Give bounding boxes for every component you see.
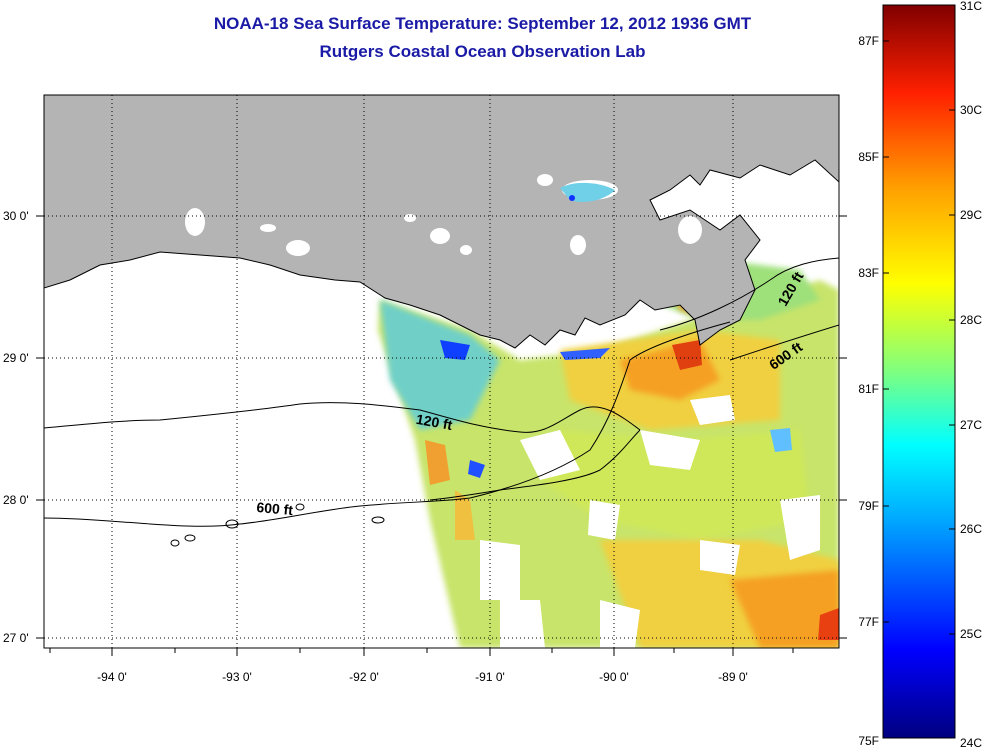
colorbar-label-f: 75F <box>858 734 879 748</box>
colorbar-label-c: 25C <box>960 627 982 641</box>
colorbar-label-f: 85F <box>858 150 879 164</box>
lon-label: -94 0' <box>97 670 127 684</box>
contour-label: 120 ft <box>415 411 454 433</box>
land-mass <box>44 95 839 349</box>
lat-axis-labels: 30 0' 29 0' 28 0' 27 0' <box>3 209 29 645</box>
lon-label: -90 0' <box>599 670 629 684</box>
graticule <box>44 95 839 648</box>
lon-label: -89 0' <box>718 670 748 684</box>
lat-label: 27 0' <box>3 631 29 645</box>
contour-120ft-west <box>44 402 641 433</box>
colorbar-label-c: 24C <box>960 736 982 750</box>
lat-label: 28 0' <box>3 493 29 507</box>
colorbar-label-f: 77F <box>858 615 879 629</box>
colorbar-label-c: 26C <box>960 522 982 536</box>
lat-label: 30 0' <box>3 209 29 223</box>
axis-ticks <box>36 215 847 656</box>
contour-600ft-west <box>44 321 731 527</box>
lon-label: -92 0' <box>349 670 379 684</box>
contour-120ft-shelf <box>659 257 839 331</box>
lon-axis-labels: -94 0' -93 0' -92 0' -91 0' -90 0' -89 0… <box>97 670 748 684</box>
contour-label: 600 ft <box>256 499 294 518</box>
colorbar-label-c: 30C <box>960 103 982 117</box>
colorbar-celsius-labels: 31C 30C 29C 28C 27C 26C 25C 24C <box>960 0 982 750</box>
colorbar-label-f: 81F <box>858 382 879 396</box>
contour-120ft-east <box>429 429 641 501</box>
colorbar-label-f: 83F <box>858 266 879 280</box>
lon-label: -91 0' <box>475 670 505 684</box>
map-title: NOAA-18 Sea Surface Temperature: Septemb… <box>213 14 752 33</box>
lon-label: -93 0' <box>222 670 252 684</box>
colorbar-fahrenheit-labels: 87F 85F 83F 81F 79F 77F 75F <box>858 34 879 748</box>
colorbar <box>882 4 956 739</box>
contour-islands <box>170 503 385 547</box>
colorbar-label-c: 29C <box>960 208 982 222</box>
contour-600ft-east <box>729 324 839 361</box>
colorbar-label-f: 79F <box>858 499 879 513</box>
lat-label: 29 0' <box>3 351 29 365</box>
colorbar-label-c: 28C <box>960 313 982 327</box>
colorbar-label-c: 27C <box>960 418 982 432</box>
map-subtitle: Rutgers Coastal Ocean Observation Lab <box>319 42 646 61</box>
colorbar-ticks <box>883 40 955 635</box>
colorbar-label-f: 87F <box>858 34 879 48</box>
colorbar-label-c: 31C <box>960 0 982 13</box>
